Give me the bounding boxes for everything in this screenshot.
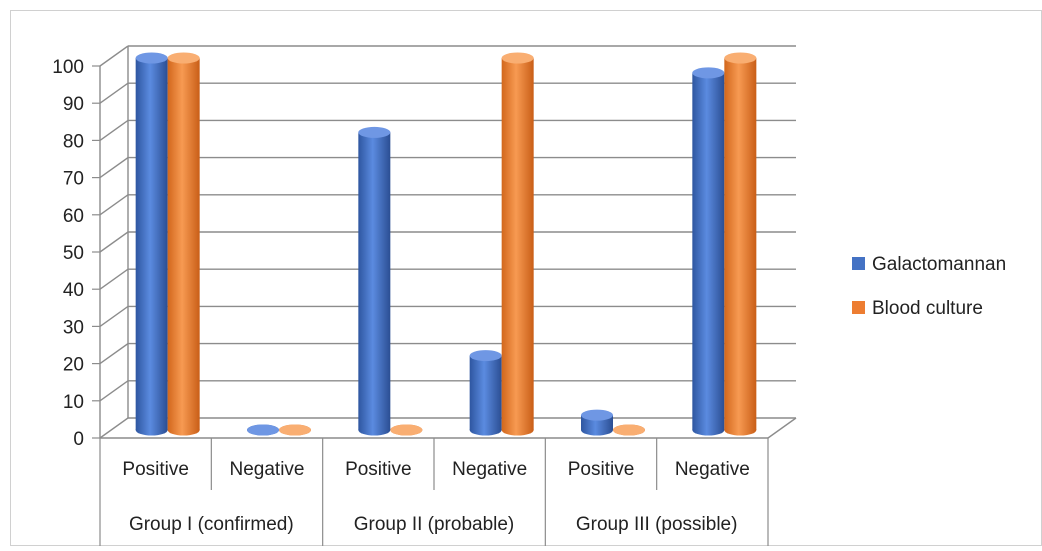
bar-base bbox=[724, 424, 757, 436]
bar-top bbox=[501, 52, 534, 64]
axis-labels: 0 10 20 30 40 50 60 70 80 90 100 Group I (confirmed… bbox=[52, 57, 750, 535]
bar bbox=[390, 424, 423, 436]
bar-top bbox=[581, 409, 613, 421]
y-tick-label: 20 bbox=[63, 355, 84, 376]
gridline-side bbox=[99, 343, 129, 365]
bar-top bbox=[247, 424, 279, 436]
bar bbox=[279, 424, 311, 436]
gridline-side bbox=[99, 417, 129, 439]
y-tick-label: 80 bbox=[63, 131, 84, 152]
bar-body bbox=[358, 132, 391, 430]
gridline-side bbox=[99, 82, 129, 104]
y-tick-label: 100 bbox=[52, 57, 84, 78]
gridline-side bbox=[99, 268, 129, 290]
y-tick-label: 40 bbox=[63, 280, 84, 301]
bar-body bbox=[469, 355, 502, 430]
bar-top bbox=[135, 52, 168, 64]
bar-body bbox=[167, 58, 200, 430]
y-tick-label: 30 bbox=[63, 317, 84, 338]
legend-swatch bbox=[852, 257, 865, 270]
group-label: Group I (confirmed) bbox=[129, 514, 294, 535]
bar-top bbox=[390, 424, 423, 436]
bar-top bbox=[469, 350, 502, 362]
bar-body bbox=[501, 58, 534, 430]
gridline-side bbox=[99, 231, 129, 253]
x-tick-label: Negative bbox=[675, 459, 750, 480]
x-tick-label: Negative bbox=[452, 459, 527, 480]
bar-base bbox=[167, 424, 200, 436]
bar-body bbox=[692, 72, 725, 430]
legend-swatch bbox=[852, 301, 865, 314]
bar bbox=[692, 67, 725, 436]
axes bbox=[92, 46, 797, 546]
y-tick-label: 50 bbox=[63, 243, 84, 264]
bar-top bbox=[358, 126, 391, 138]
y-tick-label: 70 bbox=[63, 169, 84, 190]
gridline-side bbox=[99, 45, 129, 67]
gridlines bbox=[99, 45, 796, 439]
bar bbox=[247, 424, 279, 436]
bar-body bbox=[724, 58, 757, 430]
gridline-side bbox=[99, 194, 129, 216]
legend-label: Galactomannan bbox=[872, 254, 1006, 275]
bar-base bbox=[581, 424, 613, 436]
legend-label: Blood culture bbox=[872, 298, 983, 319]
bar bbox=[613, 424, 645, 436]
bar-top bbox=[692, 67, 725, 79]
x-tick-label: Positive bbox=[345, 459, 412, 480]
bar bbox=[724, 52, 757, 436]
group-label: Group II (probable) bbox=[354, 514, 515, 535]
bar-top bbox=[724, 52, 757, 64]
bar-top bbox=[613, 424, 645, 436]
bar bbox=[469, 350, 502, 436]
y-tick-label: 0 bbox=[73, 429, 84, 450]
gridline-side bbox=[99, 380, 129, 402]
x-tick-label: Positive bbox=[122, 459, 189, 480]
legend: Galactomannan Blood culture bbox=[852, 254, 1006, 319]
group-label: Group III (possible) bbox=[576, 514, 738, 535]
floor-right-edge bbox=[767, 417, 797, 439]
bar-base bbox=[501, 424, 534, 436]
bar-base bbox=[358, 424, 391, 436]
gridline-side bbox=[99, 157, 129, 179]
y-tick-label: 10 bbox=[63, 392, 84, 413]
bars bbox=[135, 52, 757, 436]
bar bbox=[581, 409, 613, 436]
x-tick-label: Negative bbox=[230, 459, 305, 480]
gridline-side bbox=[99, 119, 129, 141]
bar-top bbox=[279, 424, 311, 436]
bar-base bbox=[692, 424, 725, 436]
bar bbox=[135, 52, 168, 436]
bar bbox=[358, 126, 391, 436]
x-tick-label: Positive bbox=[568, 459, 635, 480]
bar-top bbox=[167, 52, 200, 64]
bar bbox=[501, 52, 534, 436]
y-tick-label: 90 bbox=[63, 94, 84, 115]
bar-base bbox=[469, 424, 502, 436]
y-tick-label: 60 bbox=[63, 206, 84, 227]
bar-base bbox=[135, 424, 168, 436]
bar-body bbox=[135, 58, 168, 430]
bar bbox=[167, 52, 200, 436]
gridline-side bbox=[99, 305, 129, 327]
